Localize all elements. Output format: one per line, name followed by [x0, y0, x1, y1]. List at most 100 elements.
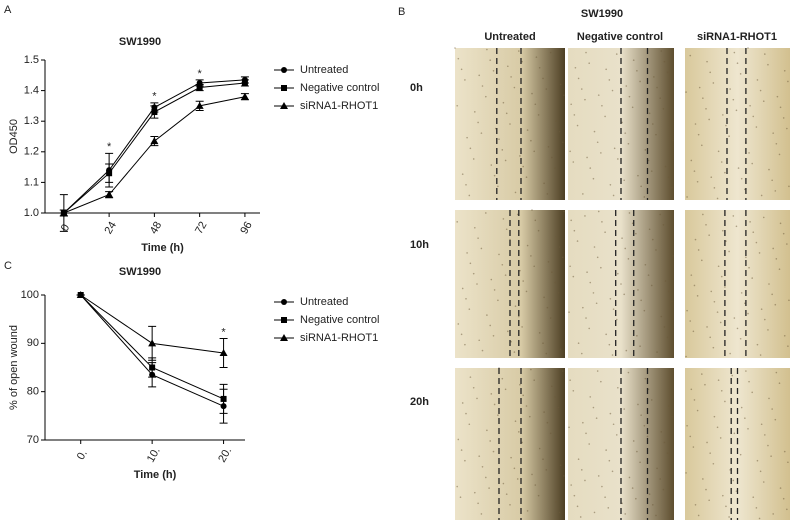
- cell-speck: [521, 441, 523, 444]
- cell-speck: [701, 373, 703, 375]
- cell-speck: [554, 281, 556, 284]
- cell-speck: [729, 352, 731, 355]
- cell-speck: [605, 449, 607, 451]
- cell-speck: [584, 98, 586, 101]
- cell-speck: [525, 290, 528, 293]
- cell-speck: [625, 85, 628, 87]
- cell-speck: [656, 467, 658, 470]
- cell-speck: [705, 224, 707, 226]
- chart-title: SW1990: [119, 36, 161, 48]
- cell-speck: [767, 63, 769, 66]
- cell-speck: [762, 481, 765, 483]
- cell-speck: [530, 255, 532, 257]
- cell-speck: [607, 507, 610, 509]
- cell-speck: [514, 305, 517, 308]
- cell-speck: [733, 51, 736, 54]
- cell-speck: [710, 176, 713, 178]
- cell-speck: [768, 397, 770, 400]
- cell-speck: [585, 317, 587, 319]
- cell-speck: [729, 88, 731, 90]
- cell-speck: [720, 161, 723, 163]
- cell-speck: [568, 311, 570, 313]
- annotation: *: [198, 68, 203, 80]
- cell-speck: [480, 247, 483, 250]
- cell-speck: [584, 215, 586, 217]
- cell-speck: [562, 370, 564, 372]
- column-heading: siRNA1-RHOT1: [697, 31, 777, 43]
- cell-speck: [570, 484, 572, 486]
- cell-speck: [569, 379, 571, 381]
- cell-speck: [570, 219, 572, 222]
- cell-speck: [489, 324, 492, 327]
- cell-speck: [605, 68, 607, 71]
- marker: [148, 339, 157, 347]
- cell-speck: [497, 414, 499, 416]
- cell-speck: [585, 51, 587, 54]
- cell-speck: [464, 79, 466, 81]
- cell-speck: [631, 487, 634, 489]
- cell-speck: [472, 272, 475, 275]
- cell-speck: [477, 502, 479, 505]
- y-tick-label: 1.4: [24, 85, 39, 97]
- cell-speck: [480, 513, 483, 515]
- cell-speck: [612, 308, 615, 310]
- cell-speck: [748, 266, 750, 269]
- cell-speck: [713, 415, 716, 418]
- cell-speck: [759, 89, 762, 92]
- cell-speck: [686, 196, 688, 198]
- cell-speck: [546, 421, 549, 424]
- cell-speck: [538, 332, 541, 334]
- cell-speck: [701, 259, 703, 262]
- cell-speck: [490, 393, 493, 395]
- cell-speck: [759, 354, 762, 356]
- cell-speck: [672, 255, 674, 257]
- cell-speck: [671, 415, 673, 418]
- cell-speck: [722, 229, 724, 232]
- cell-speck: [667, 405, 670, 407]
- cell-speck: [505, 112, 508, 115]
- cell-speck: [739, 337, 742, 340]
- cell-speck: [608, 79, 611, 81]
- cell-speck: [749, 221, 751, 223]
- marker: [281, 299, 287, 305]
- cell-speck: [492, 70, 495, 72]
- cell-speck: [530, 139, 532, 142]
- cell-speck: [778, 382, 781, 385]
- cell-speck: [577, 77, 580, 80]
- cell-speck: [489, 440, 492, 442]
- cell-speck: [563, 210, 565, 213]
- cell-speck: [534, 103, 537, 106]
- cell-speck: [755, 507, 758, 509]
- cell-speck: [771, 293, 773, 296]
- cell-speck: [573, 494, 576, 497]
- cell-speck: [525, 405, 528, 407]
- cell-speck: [562, 256, 564, 259]
- micrograph: [685, 210, 790, 358]
- cell-speck: [655, 514, 657, 517]
- cell-speck: [728, 250, 730, 253]
- cell-speck: [588, 443, 590, 445]
- cell-speck: [533, 150, 535, 153]
- cell-speck: [526, 510, 529, 512]
- cell-speck: [474, 111, 476, 113]
- cell-speck: [580, 469, 583, 471]
- cell-speck: [782, 497, 785, 500]
- cell-speck: [493, 174, 496, 177]
- cell-speck: [725, 505, 727, 508]
- cell-speck: [755, 126, 758, 128]
- cell-speck: [595, 417, 598, 419]
- row-heading: 10h: [410, 239, 429, 251]
- cell-speck: [672, 139, 674, 142]
- cell-speck: [653, 76, 655, 78]
- cell-speck: [580, 352, 583, 355]
- cell-speck: [666, 452, 669, 454]
- cell-speck: [644, 377, 647, 380]
- cell-speck: [600, 380, 602, 383]
- cell-speck: [569, 265, 571, 268]
- cell-speck: [717, 150, 720, 153]
- cell-speck: [652, 238, 654, 241]
- cell-speck: [636, 450, 638, 453]
- cell-speck: [717, 265, 720, 268]
- cell-speck: [643, 309, 646, 312]
- cell-speck: [609, 298, 612, 300]
